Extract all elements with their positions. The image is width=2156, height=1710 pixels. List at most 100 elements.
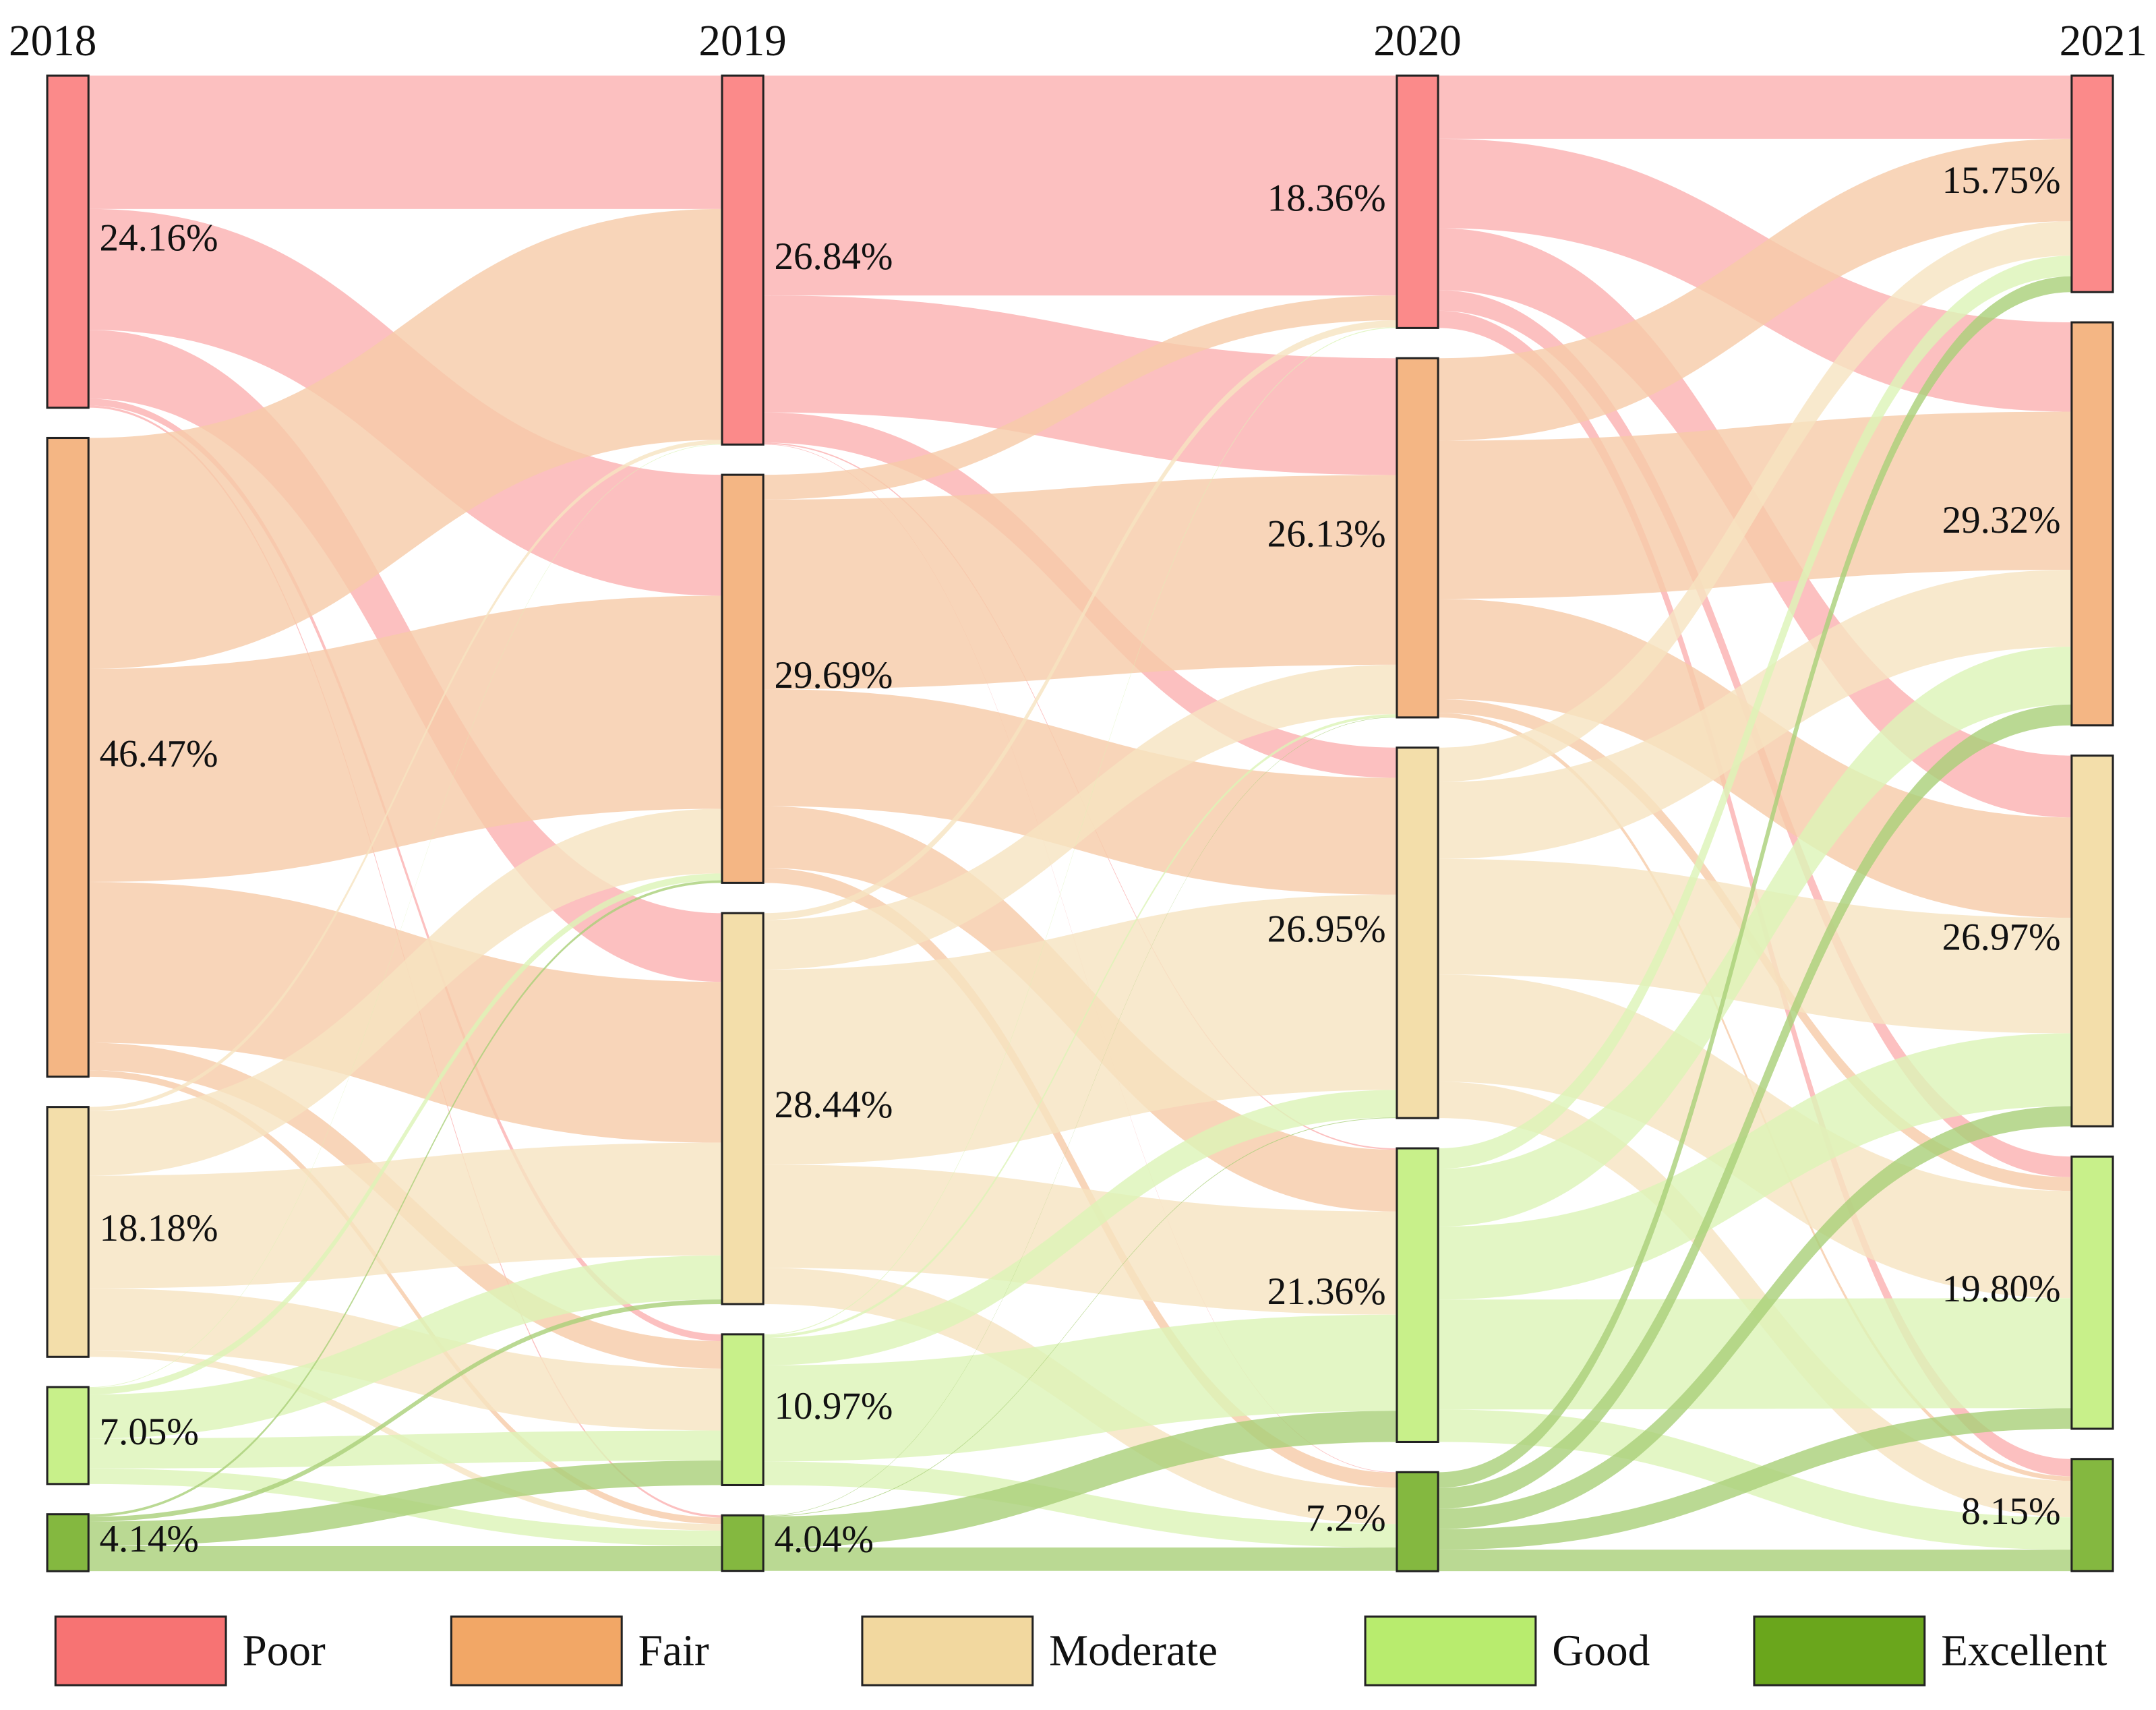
flow-link	[88, 1142, 723, 1289]
node	[1396, 357, 1439, 719]
node	[1396, 746, 1439, 1119]
node-label: 26.95%	[1267, 908, 1386, 951]
nodes: 2018 24.16% 46.47% 18.18% 7.05% 4.14% 2019 26.8…	[9, 17, 2147, 1572]
node-label: 28.44%	[774, 1084, 893, 1126]
node	[721, 473, 765, 884]
node-label: 18.36%	[1267, 177, 1386, 219]
node-label: 24.16%	[100, 216, 218, 259]
flow-link	[763, 1090, 1397, 1365]
flow-link	[763, 1547, 1397, 1571]
node-label: 21.36%	[1267, 1270, 1386, 1313]
legend-swatch	[1753, 1615, 1926, 1686]
flow-link	[763, 1314, 1397, 1462]
node	[1396, 1471, 1439, 1572]
flow-link	[763, 714, 1397, 1338]
flow-link	[88, 808, 723, 1176]
node-label: 29.69%	[774, 654, 893, 697]
node-label: 46.47%	[100, 732, 218, 775]
legend: Poor Fair Moderate Good Excellent	[54, 1615, 2107, 1686]
node	[46, 1513, 90, 1572]
flow-link	[763, 1411, 1397, 1548]
node	[721, 912, 765, 1305]
flow-link	[88, 440, 723, 1111]
legend-swatch	[1364, 1615, 1537, 1686]
flow-link	[88, 444, 723, 1388]
flow-link	[1438, 599, 2072, 918]
flow-link	[763, 320, 1397, 920]
flow-link	[1438, 76, 2072, 139]
legend-label: Excellent	[1941, 1626, 2107, 1675]
legend-swatch	[450, 1615, 623, 1686]
flow-link	[88, 208, 723, 669]
node-label: 7.05%	[100, 1411, 199, 1453]
flow-link	[88, 1430, 723, 1469]
flow-link	[88, 1546, 723, 1572]
flow-link	[88, 1299, 723, 1522]
flow-link	[1438, 138, 2072, 441]
flow-link	[88, 873, 723, 1395]
flow-link	[763, 717, 1397, 1516]
flow-link	[1438, 1550, 2072, 1572]
flow-link	[1438, 1033, 2072, 1300]
node	[46, 1386, 90, 1485]
flow-link	[1438, 256, 2072, 1169]
node	[721, 1514, 765, 1572]
flow-link	[88, 1255, 723, 1439]
flow-link	[88, 880, 723, 1517]
flow-link	[1438, 647, 2072, 1227]
links	[88, 76, 2072, 1572]
flow-link	[763, 76, 1397, 296]
node	[46, 1106, 90, 1358]
flow-link	[763, 475, 1397, 690]
node-label: 4.04%	[774, 1519, 873, 1561]
flow-link	[1438, 1408, 2072, 1550]
node	[46, 74, 90, 409]
flow-link	[763, 868, 1397, 1488]
node-label: 26.13%	[1267, 513, 1386, 556]
node-label: 15.75%	[1942, 159, 2061, 202]
node-label: 7.2%	[1306, 1497, 1386, 1539]
flow-link	[763, 295, 1397, 500]
column-title: 2020	[1373, 17, 1461, 65]
node	[1396, 1147, 1439, 1444]
node	[2070, 755, 2114, 1127]
node-label: 4.14%	[100, 1518, 199, 1560]
column-title: 2018	[9, 17, 96, 65]
flow-link	[763, 664, 1397, 970]
node	[2070, 74, 2114, 293]
flow-link	[763, 689, 1397, 895]
node-label: 26.97%	[1942, 916, 2061, 959]
flow-link	[88, 399, 723, 1342]
legend-label: Fair	[638, 1626, 709, 1675]
column-title: 2021	[2060, 17, 2147, 65]
legend-swatch	[54, 1615, 227, 1686]
node-label: 26.84%	[774, 235, 893, 278]
flow-link	[763, 328, 1397, 1516]
column-title: 2019	[698, 17, 786, 65]
node-label: 10.97%	[774, 1385, 893, 1427]
node-label: 19.80%	[1942, 1268, 2061, 1310]
flow-link	[763, 894, 1397, 1165]
flow-link	[88, 76, 723, 209]
flow-link	[1438, 1298, 2072, 1410]
flow-link	[88, 1460, 723, 1547]
flow-link	[1438, 1106, 2072, 1529]
node	[1396, 74, 1439, 329]
legend-label: Good	[1552, 1626, 1650, 1675]
flow-link	[763, 1117, 1397, 1516]
node	[2070, 1458, 2114, 1572]
legend-label: Moderate	[1049, 1626, 1218, 1675]
flow-link	[88, 595, 723, 882]
node	[46, 436, 90, 1078]
flow-link	[1438, 221, 2072, 782]
node	[721, 74, 765, 446]
legend-swatch	[861, 1615, 1034, 1686]
node-label: 29.32%	[1942, 499, 2061, 541]
flow-link	[1438, 704, 2072, 1509]
node	[721, 1333, 765, 1487]
flow-link	[1438, 276, 2072, 1488]
legend-label: Poor	[243, 1626, 326, 1675]
flow-link	[763, 1461, 1397, 1548]
flow-link	[763, 327, 1397, 1336]
